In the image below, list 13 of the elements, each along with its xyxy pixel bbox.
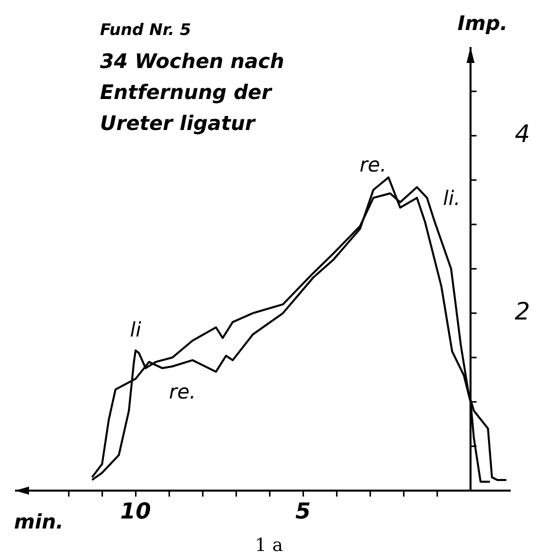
y-tick-label: 2 <box>514 297 530 326</box>
chart-title: Fund Nr. 5 <box>100 20 191 39</box>
x-tick-label: 10 <box>120 500 151 525</box>
annotation: li <box>130 317 142 342</box>
series-label: li. <box>442 186 460 210</box>
series-label: re. <box>360 152 386 176</box>
text: 1 a <box>255 535 284 556</box>
text: 34 Wochen nach Entfernung der Ureter ligatur <box>100 49 284 135</box>
y-tick-label: 4 <box>514 120 530 148</box>
x-axis-title: min. <box>14 510 64 534</box>
x-tick-label: 5 <box>295 500 311 525</box>
annotation: re. <box>168 379 196 404</box>
y-axis-title: Imp. <box>457 11 508 35</box>
